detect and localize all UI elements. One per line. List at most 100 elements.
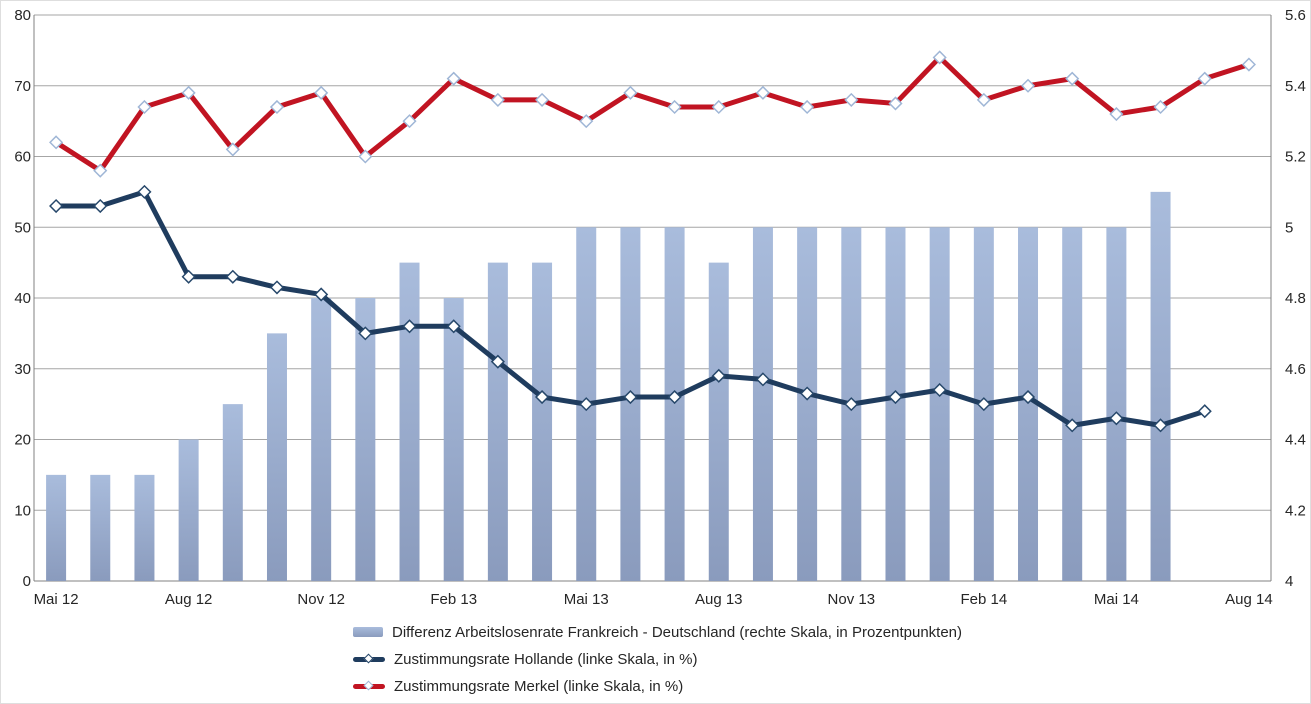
merkel-marker: [1020, 78, 1036, 93]
bar: [311, 298, 332, 581]
merkel-marker: [490, 92, 505, 107]
bar: [1106, 227, 1127, 581]
hollande-marker: [711, 368, 726, 383]
legend-label-merkel: Zustimmungsrate Merkel (linke Skala, in …: [394, 677, 684, 695]
hollande-marker: [888, 389, 903, 405]
x-axis-label: Feb 14: [960, 591, 1007, 608]
left-axis-tick-label: 30: [14, 361, 31, 378]
right-axis-tick-label: 4.8: [1285, 290, 1306, 307]
right-axis-tick-label: 4.6: [1285, 361, 1306, 378]
hollande-marker: [269, 280, 285, 295]
legend-item-merkel: Zustimmungsrate Merkel (linke Skala, in …: [353, 677, 962, 695]
right-axis-tick-label: 5.2: [1285, 149, 1306, 166]
bar: [532, 262, 553, 581]
bar: [178, 439, 199, 581]
hollande-marker: [623, 389, 638, 405]
merkel-marker: [623, 85, 638, 100]
legend-item-hollande: Zustimmungsrate Hollande (linke Skala, i…: [353, 650, 962, 668]
merkel-marker: [534, 92, 550, 107]
merkel-marker: [402, 114, 417, 129]
left-axis-tick-label: 80: [14, 7, 31, 24]
merkel-marker: [93, 163, 108, 178]
right-axis-tick-label: 4: [1285, 573, 1293, 590]
merkel-marker: [137, 99, 152, 115]
right-axis-tick-label: 5: [1285, 219, 1293, 236]
hollande-marker: [579, 397, 594, 412]
merkel-line-swatch: [353, 680, 385, 692]
bar: [1150, 191, 1171, 581]
legend-label-bars: Differenz Arbeitslosenrate Frankreich - …: [392, 623, 963, 641]
left-axis-tick-label: 20: [14, 432, 31, 449]
hollande-marker: [534, 389, 550, 405]
bar: [797, 227, 818, 581]
bar: [620, 227, 641, 581]
merkel-marker: [800, 99, 815, 115]
hollande-marker: [358, 326, 373, 341]
hollande-marker: [800, 386, 815, 401]
merkel-marker: [49, 135, 64, 150]
merkel-marker: [1197, 71, 1212, 86]
merkel-marker: [844, 92, 859, 107]
merkel-marker: [446, 71, 461, 86]
hollande-marker: [1197, 404, 1212, 419]
left-axis-tick-label: 70: [14, 78, 31, 95]
merkel-marker: [579, 114, 594, 129]
hollande-marker: [181, 269, 196, 284]
bar: [487, 262, 508, 581]
hollande-marker: [1065, 418, 1080, 433]
bar-series-swatch: [353, 627, 383, 637]
merkel-marker: [269, 99, 285, 115]
legend: Differenz Arbeitslosenrate Frankreich - …: [353, 623, 962, 703]
left-axis-tick-label: 40: [14, 290, 31, 307]
left-axis-tick-label: 60: [14, 149, 31, 166]
merkel-marker: [711, 99, 726, 115]
bar: [134, 474, 155, 581]
legend-label-hollande: Zustimmungsrate Hollande (linke Skala, i…: [394, 650, 698, 668]
merkel-marker: [1065, 71, 1080, 86]
hollande-marker: [755, 372, 771, 387]
merkel-marker: [358, 149, 373, 164]
bar: [664, 227, 685, 581]
merkel-marker: [667, 99, 682, 115]
right-axis-tick-label: 5.6: [1285, 7, 1306, 24]
x-axis-label: Aug 14: [1225, 591, 1273, 608]
right-axis-tick-label: 4.4: [1285, 432, 1306, 449]
bar: [355, 298, 376, 581]
bar: [46, 474, 67, 581]
right-axis-tick-label: 4.2: [1285, 502, 1306, 519]
merkel-marker: [181, 85, 196, 100]
hollande-marker: [490, 354, 505, 369]
merkel-marker: [932, 50, 947, 65]
hollande-marker: [93, 198, 108, 214]
hollande-marker: [976, 397, 991, 412]
hollande-marker: [137, 184, 152, 199]
x-axis-label: Mai 12: [34, 591, 79, 608]
hollande-marker: [667, 389, 682, 405]
hollande-marker: [1153, 418, 1168, 433]
hollande-marker: [844, 397, 859, 412]
merkel-marker: [314, 85, 329, 100]
hollande-marker: [932, 382, 947, 398]
hollande-marker: [49, 198, 64, 214]
bar: [443, 298, 464, 581]
x-axis-label: Mai 13: [564, 591, 609, 608]
left-axis-tick-label: 50: [14, 219, 31, 236]
merkel-marker: [1109, 106, 1124, 122]
x-axis-label: Feb 13: [430, 591, 477, 608]
merkel-marker: [888, 96, 903, 111]
merkel-marker: [1241, 57, 1256, 72]
merkel-marker: [225, 142, 240, 157]
merkel-marker: [976, 92, 991, 107]
hollande-marker: [1020, 389, 1036, 405]
merkel-marker: [1153, 99, 1168, 115]
bar: [885, 227, 906, 581]
legend-item-bars: Differenz Arbeitslosenrate Frankreich - …: [353, 623, 962, 641]
bar: [708, 262, 729, 581]
bar: [1062, 227, 1083, 581]
bar: [399, 262, 420, 581]
left-axis-tick-label: 10: [14, 502, 31, 519]
x-axis-label: Aug 12: [165, 591, 213, 608]
bar: [266, 333, 287, 581]
bar: [222, 404, 243, 581]
